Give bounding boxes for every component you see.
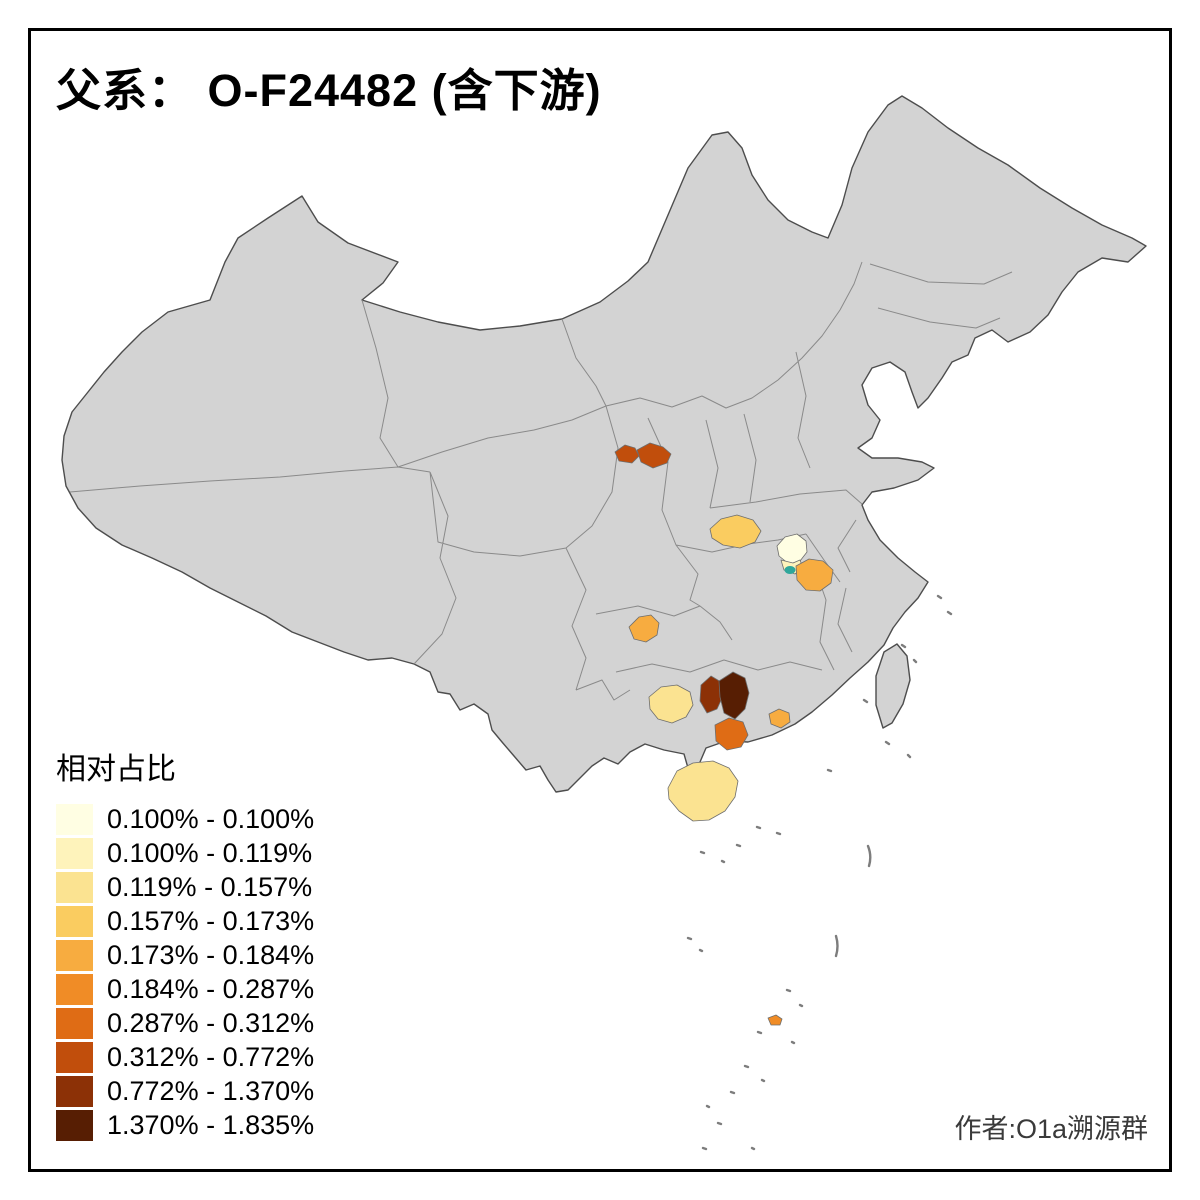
- legend-item: 0.173% - 0.184%: [56, 940, 314, 971]
- legend-label: 0.287% - 0.312%: [107, 1008, 315, 1038]
- map-region-hainan: [667, 760, 739, 822]
- legend-label: 0.100% - 0.119%: [107, 838, 313, 868]
- legend-label: 0.119% - 0.157%: [107, 872, 313, 902]
- map-region-12: [768, 708, 791, 729]
- map-region-13-islet: [767, 1014, 783, 1026]
- legend-item: 0.157% - 0.173%: [56, 906, 314, 937]
- legend-swatch: [56, 974, 93, 1005]
- legend-item: 0.100% - 0.119%: [56, 838, 314, 869]
- legend-label: 0.100% - 0.100%: [107, 804, 315, 834]
- legend-label: 0.312% - 0.772%: [107, 1042, 315, 1072]
- legend-swatch: [56, 906, 93, 937]
- small-islands: [686, 594, 953, 1151]
- legend-swatch: [56, 1008, 93, 1039]
- map-region-7: [628, 614, 660, 643]
- legend-label: 0.157% - 0.173%: [107, 906, 315, 936]
- legend-item: 1.370% - 1.835%: [56, 1110, 314, 1141]
- map-region-2: [636, 442, 672, 469]
- china-mainland: [61, 95, 1147, 793]
- map-region-10: [718, 671, 750, 720]
- map-region-4: [776, 533, 808, 565]
- legend-swatch: [56, 838, 93, 869]
- teal-lake-marker: [784, 566, 796, 574]
- legend-item: 0.312% - 0.772%: [56, 1042, 314, 1073]
- legend-label: 0.173% - 0.184%: [107, 940, 315, 970]
- legend-swatch: [56, 1076, 93, 1107]
- legend-label: 0.184% - 0.287%: [107, 974, 315, 1004]
- author-credit: 作者:O1a溯源群: [954, 1114, 1148, 1144]
- map-region-11: [714, 717, 749, 751]
- legend-swatch: [56, 940, 93, 971]
- map-region-3: [709, 514, 762, 549]
- legend-label: 0.772% - 1.370%: [107, 1076, 315, 1106]
- legend: 相对占比 0.100% - 0.100% 0.100% - 0.119% 0.119…: [56, 744, 314, 1144]
- legend-item: 0.287% - 0.312%: [56, 1008, 314, 1039]
- legend-item: 0.184% - 0.287%: [56, 974, 314, 1005]
- map-region-8: [648, 684, 694, 724]
- legend-label: 1.370% - 1.835%: [107, 1110, 315, 1140]
- legend-item: 0.100% - 0.100%: [56, 804, 314, 835]
- legend-item: 0.772% - 1.370%: [56, 1076, 314, 1107]
- legend-swatch: [56, 804, 93, 835]
- map-region-6: [795, 558, 834, 592]
- map-region-9: [699, 675, 724, 714]
- legend-item: 0.119% - 0.157%: [56, 872, 314, 903]
- legend-swatch: [56, 1110, 93, 1141]
- legend-swatch: [56, 872, 93, 903]
- legend-items: 0.100% - 0.100% 0.100% - 0.119% 0.119% - 0…: [56, 804, 314, 1141]
- legend-title: 相对占比: [56, 753, 176, 786]
- taiwan-island: [875, 643, 911, 729]
- legend-swatch: [56, 1042, 93, 1073]
- page-title: 父系： O-F24482 (含下游): [56, 65, 602, 116]
